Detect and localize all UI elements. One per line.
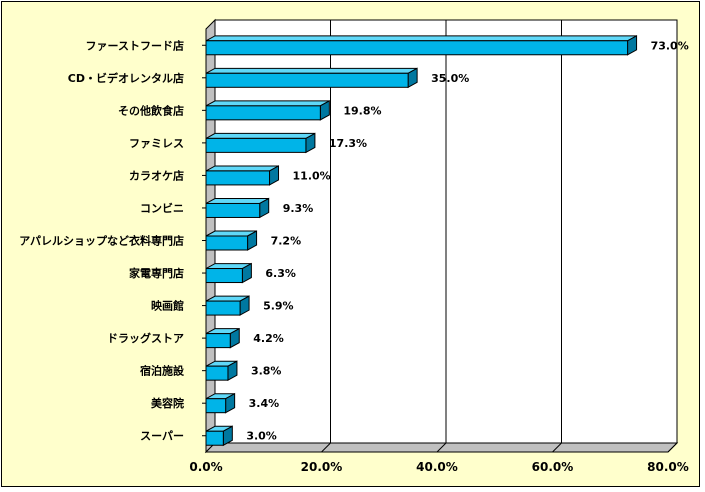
bar	[205, 365, 229, 381]
category-label: スーパー	[140, 430, 184, 443]
bar-top	[205, 165, 279, 172]
data-label: 6.3%	[265, 267, 296, 280]
data-label: 19.8%	[343, 104, 381, 117]
data-label: 73.0%	[651, 39, 689, 52]
bar	[205, 268, 243, 284]
data-label: 5.9%	[263, 300, 294, 313]
bar	[205, 40, 629, 56]
bar-top	[205, 100, 330, 107]
bar	[205, 170, 271, 186]
data-label: 17.3%	[329, 137, 367, 150]
bar	[205, 105, 321, 121]
category-label: ドラッグストア	[107, 331, 184, 345]
category-label: カラオケ店	[129, 168, 184, 182]
gridline-floor	[321, 442, 331, 453]
category-label: 映画館	[151, 299, 184, 313]
category-label: その他飲食店	[118, 103, 184, 117]
category-label: ファミレス	[129, 137, 184, 150]
bar	[205, 430, 224, 446]
x-tick-label: 20.0%	[301, 460, 343, 474]
bar	[205, 72, 409, 88]
bar	[205, 137, 307, 153]
bar	[205, 333, 231, 349]
category-label: 家電専門店	[129, 266, 184, 280]
data-label: 3.0%	[246, 430, 277, 443]
bar	[205, 235, 249, 251]
x-tick-label: 60.0%	[532, 460, 574, 474]
data-label: 3.8%	[251, 365, 282, 378]
category-label: アパレルショップなど衣料専門店	[19, 234, 184, 248]
data-label: 3.4%	[249, 397, 280, 410]
x-tick-label: 40.0%	[416, 460, 458, 474]
category-label: 宿泊施設	[140, 364, 185, 378]
category-label: 美容院	[151, 396, 184, 410]
gridline-floor	[436, 442, 447, 453]
data-label: 11.0%	[293, 169, 331, 182]
data-label: 4.2%	[253, 332, 284, 345]
bar	[205, 300, 241, 316]
x-tick-label: 80.0%	[647, 460, 689, 474]
bar-top	[205, 35, 637, 42]
gridline-floor	[552, 442, 562, 453]
gridline-floor	[667, 442, 678, 453]
bar	[205, 202, 261, 218]
data-label: 35.0%	[431, 72, 469, 85]
bar-top	[205, 198, 269, 204]
bar	[205, 398, 227, 414]
bar-top	[205, 67, 418, 74]
category-label: ファーストフード店	[86, 38, 184, 52]
data-label: 7.2%	[271, 235, 302, 248]
category-label: CD・ビデオレンタル店	[68, 71, 184, 85]
bar-top	[205, 132, 316, 139]
category-label: コンビニ	[140, 201, 184, 215]
x-tick-label: 0.0%	[189, 460, 222, 474]
data-label: 9.3%	[283, 202, 314, 215]
